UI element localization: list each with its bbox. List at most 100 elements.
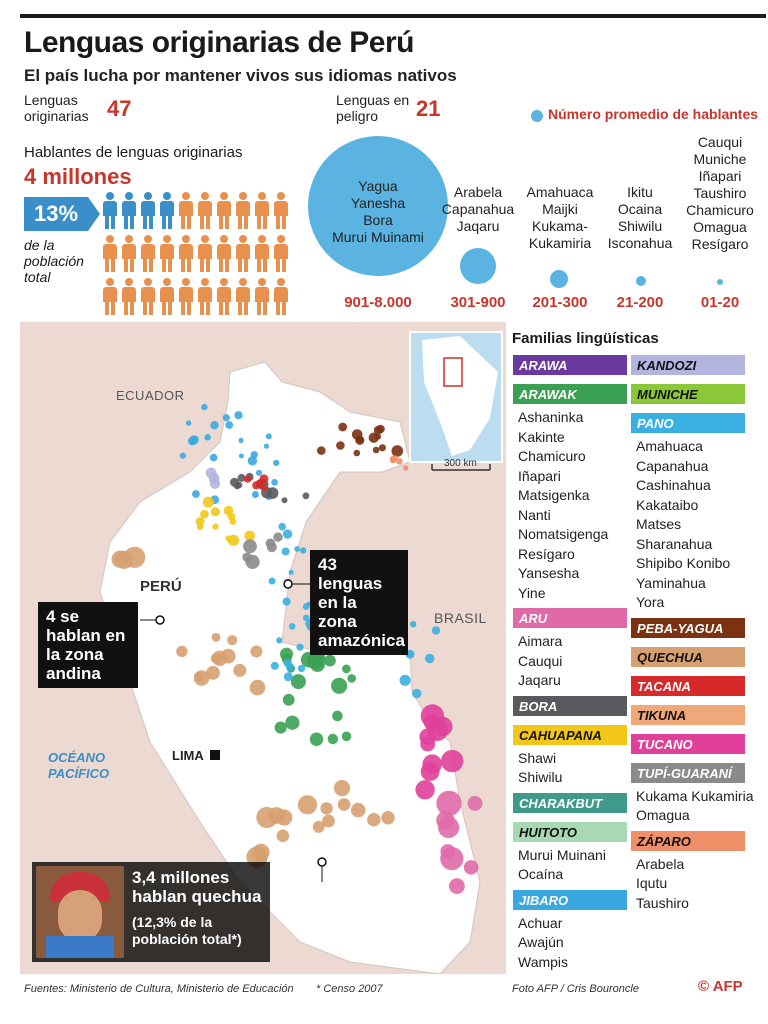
language-dot — [245, 554, 260, 569]
language-dot — [270, 661, 279, 670]
person-leg1 — [124, 302, 128, 315]
person-leg2 — [206, 259, 210, 272]
person-head — [201, 278, 209, 286]
person-leg2 — [187, 302, 191, 315]
person-head — [125, 235, 133, 243]
person-leg2 — [187, 216, 191, 229]
language-dot — [233, 663, 247, 677]
family-language: Nomatsigenga — [518, 526, 609, 542]
girl-photo — [36, 866, 124, 958]
person-leg1 — [219, 302, 223, 315]
person-icon — [197, 235, 213, 273]
person-head — [163, 235, 171, 243]
person-body — [179, 244, 193, 259]
person-body — [236, 201, 250, 216]
person-leg2 — [263, 302, 267, 315]
person-body — [274, 201, 288, 216]
family-charakbut: CHARAKBUT — [512, 791, 628, 814]
person-leg2 — [282, 216, 286, 229]
afp-logo: © AFP — [698, 978, 743, 995]
bubble-languages-3: Ikitu Ocaina Shiwilu Isconahua — [602, 184, 678, 252]
map-drawing — [20, 322, 506, 974]
person-leg2 — [282, 259, 286, 272]
person-leg1 — [105, 302, 109, 315]
callout-quechua: 3,4 millones hablan quechua (12,3% de la… — [32, 862, 270, 962]
language-dot — [276, 829, 290, 843]
bubble-language: Bora — [363, 212, 393, 228]
family-language: Matses — [636, 516, 682, 532]
person-head — [144, 235, 152, 243]
person-icon — [102, 192, 118, 230]
person-leg2 — [225, 216, 229, 229]
language-dot — [297, 664, 306, 673]
family-language: Achuar — [518, 914, 563, 931]
person-head — [239, 235, 247, 243]
person-body — [198, 201, 212, 216]
legend-label: Número promedio de hablantes — [548, 106, 759, 122]
bubble-language: Chamicuro — [686, 202, 754, 218]
family-language: Kakinte — [518, 428, 565, 445]
language-dot — [336, 441, 345, 450]
person-leg2 — [244, 216, 248, 229]
lima-marker — [210, 750, 220, 760]
family-language: Yansesha — [518, 565, 580, 581]
language-dot — [210, 507, 220, 517]
callout-andina: 4 se hablan en la zona andina — [38, 602, 138, 688]
family-huitoto: HUITOTO — [512, 820, 628, 843]
bubble-language: Ocaina — [617, 201, 663, 217]
language-dot — [290, 674, 306, 690]
person-icon — [121, 278, 137, 316]
language-dot — [420, 736, 436, 752]
language-dot — [210, 421, 219, 430]
language-dot — [176, 645, 188, 658]
language-dot — [300, 547, 307, 554]
language-dot — [282, 529, 293, 539]
language-dot — [378, 444, 386, 452]
bubble-language: Iñapari — [698, 168, 742, 184]
person-icon — [159, 278, 175, 316]
language-dot — [247, 456, 258, 466]
bubble-01-20 — [717, 279, 723, 285]
language-dot — [320, 802, 333, 815]
families-title: Familias lingüísticas — [512, 330, 659, 347]
language-dot — [303, 614, 310, 622]
percent-caption: de la población total — [24, 237, 84, 285]
afp-brand: AFP — [712, 978, 743, 995]
bubble-21-200 — [636, 276, 646, 286]
family-language: Resígaro — [518, 545, 575, 562]
language-dot — [225, 421, 234, 429]
bubble-language: Resígaro — [691, 236, 749, 252]
bubble-201-300 — [550, 270, 568, 288]
language-dot — [305, 601, 311, 607]
family-arawak: ARAWAK — [512, 383, 628, 405]
person-body — [160, 287, 174, 302]
language-dot — [449, 878, 465, 894]
language-dot — [254, 849, 268, 863]
person-leg2 — [111, 302, 115, 315]
language-dot — [193, 670, 210, 686]
language-dot — [202, 496, 214, 508]
family-pano: PANO — [630, 412, 746, 434]
bubble-language: Cauqui — [697, 134, 743, 150]
language-dot — [283, 672, 293, 682]
families-column-1: ARAWA ARAWAK Ashaninka Kakinte Chamicuro Iñap… — [512, 354, 632, 974]
person-body — [255, 244, 269, 259]
person-leg1 — [143, 259, 147, 272]
language-dot — [243, 539, 257, 554]
language-dot — [282, 597, 291, 606]
person-body — [179, 287, 193, 302]
family-cahuapana: CAHUAPANA — [512, 723, 628, 746]
person-head — [201, 235, 209, 243]
family-language: Iñapari — [518, 467, 561, 484]
stat-hablantes-value: 4 millones — [24, 164, 132, 189]
percent-badge: 13% — [24, 197, 88, 231]
language-dot — [185, 420, 192, 426]
person-leg1 — [105, 259, 109, 272]
language-dot — [302, 492, 310, 500]
family-language: Sharanahua — [636, 535, 713, 552]
language-dot — [367, 813, 381, 827]
language-dot — [255, 479, 265, 488]
person-body — [274, 244, 288, 259]
range-label-3: 21-200 — [616, 294, 664, 311]
language-dot — [273, 459, 280, 467]
